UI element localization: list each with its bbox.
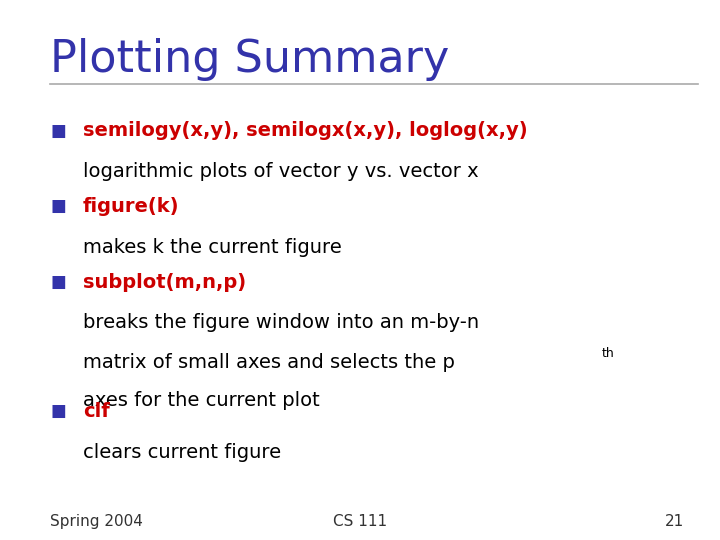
Text: ■: ■ xyxy=(50,122,66,139)
Text: Plotting Summary: Plotting Summary xyxy=(50,38,450,81)
Text: ■: ■ xyxy=(50,197,66,215)
Text: th: th xyxy=(602,347,615,360)
Text: semilogy(x,y), semilogx(x,y), loglog(x,y): semilogy(x,y), semilogx(x,y), loglog(x,y… xyxy=(83,122,528,140)
Text: ■: ■ xyxy=(50,402,66,420)
Text: clears current figure: clears current figure xyxy=(83,443,281,462)
Text: Spring 2004: Spring 2004 xyxy=(50,514,143,529)
Text: logarithmic plots of vector y vs. vector x: logarithmic plots of vector y vs. vector… xyxy=(83,162,478,181)
Text: 21: 21 xyxy=(665,514,684,529)
Text: matrix of small axes and selects the p: matrix of small axes and selects the p xyxy=(83,353,454,372)
Text: breaks the figure window into an m-by-n: breaks the figure window into an m-by-n xyxy=(83,313,479,332)
Text: clf: clf xyxy=(83,402,109,421)
Text: ■: ■ xyxy=(50,273,66,291)
Text: subplot(m,n,p): subplot(m,n,p) xyxy=(83,273,246,292)
Text: makes k the current figure: makes k the current figure xyxy=(83,238,341,256)
Text: axes for the current plot: axes for the current plot xyxy=(83,392,320,410)
Text: CS 111: CS 111 xyxy=(333,514,387,529)
Text: figure(k): figure(k) xyxy=(83,197,179,216)
